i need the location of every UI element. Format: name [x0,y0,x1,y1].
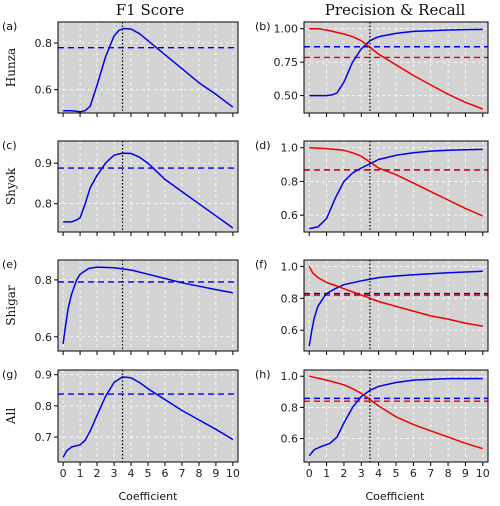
panel-2: 0.8 0.9 (c) Shyok [2,139,239,236]
panel-background [58,260,238,351]
x-tick-label: 7 [427,467,434,480]
panel-background [58,370,238,462]
col-title-precision-recall: Precision & Recall [325,1,466,19]
col-title-f1: F1 Score [116,1,185,19]
blue-series-line [63,27,234,113]
row-label: Shyok [4,167,18,205]
panel-background [304,260,488,351]
y-tick-label: 0.8 [35,198,53,211]
x-tick-label: 7 [178,467,185,480]
red-series-line [309,146,484,217]
y-tick-label: 0.8 [281,401,299,414]
y-tick-label: 0.75 [274,56,299,69]
blue-series-line [309,148,483,230]
panel-letter: (b) [255,20,271,33]
red-series-line [309,375,484,450]
x-tick-label: 8 [195,467,202,480]
panel-0: 0.6 0.8 (a) Hunza [2,20,239,117]
panel-letter: (f) [255,258,267,271]
panel-5: 0.6 0.8 1.0 (f) [255,258,489,355]
y-tick-label: 0.8 [281,292,299,305]
blue-series-line [308,377,483,457]
x-tick-label: 5 [145,467,152,480]
blue-series-line [308,270,483,347]
x-tick-label: 2 [94,467,101,480]
x-tick-label: 5 [393,467,400,480]
panel-letter: (e) [2,258,17,271]
panel-letter: (a) [2,20,17,33]
y-tick-label: 0.50 [274,90,299,103]
y-tick-label: 0.8 [35,400,53,413]
y-tick-label: 0.8 [281,175,299,188]
x-tick-label: 1 [77,467,84,480]
panel-4: 0.6 0.8 (e) Shigar [2,258,239,355]
x-tick-label: 2 [340,467,347,480]
y-tick-label: 0.6 [281,433,299,446]
panel-7: 0 1 2 3 4 5 6 7 8 9 10 0.6 0.8 1.0 (h) [255,368,490,480]
row-label: Hunza [4,48,18,87]
y-tick-label: 0.6 [35,331,53,344]
y-tick-label: 1.0 [281,142,299,155]
y-tick-label: 0.9 [35,369,53,382]
x-tick-label: 10 [226,467,240,480]
x-tick-label: 8 [445,467,452,480]
row-label: Shigar [4,285,18,326]
panels-group: 0.60.8(a)Hunza0.500.751.00(b)0.80.9(c)Sh… [2,20,490,480]
panel-6: 0 1 2 3 4 5 6 7 8 9 10 0.7 0.8 0.9 (g) All [2,368,240,480]
row-label: All [4,408,18,426]
panel-letter: (g) [2,368,18,381]
x-tick-label: 0 [60,467,67,480]
y-tick-label: 0.7 [35,431,53,444]
red-series-line [308,266,483,328]
panel-3: 0.6 0.8 1.0 (d) [255,139,489,236]
x-axis-label-right: Coefficient [366,490,426,503]
y-tick-label: 0.8 [35,37,53,50]
panel-1: 0.50 0.75 1.00(b) [255,20,489,117]
panel-letter: (c) [2,139,17,152]
blue-series-line [62,266,234,345]
x-tick-label: 9 [212,467,219,480]
y-tick-label: 1.0 [281,260,299,273]
x-tick-label: 3 [358,467,365,480]
panel-background [58,22,238,113]
y-tick-label: 0.6 [35,84,53,97]
x-tick-label: 9 [462,467,469,480]
x-tick-label: 10 [476,467,490,480]
panel-letter: (d) [255,139,271,152]
y-tick-label: 1.0 [281,370,299,383]
blue-series-line [63,152,234,229]
panel-background [304,141,488,232]
panel-letter: (h) [255,368,271,381]
x-tick-label: 4 [128,467,135,480]
x-tick-label: 4 [375,467,382,480]
x-tick-label: 6 [410,467,417,480]
y-tick-label: 0.8 [35,274,53,287]
x-tick-label: 1 [323,467,330,480]
panel-background [58,141,238,232]
y-tick-label: 0.6 [281,209,299,222]
x-axis-label-left: Coefficient [119,490,179,503]
y-tick-label: 1.00 [274,23,299,36]
x-tick-label: 3 [111,467,118,480]
x-tick-label: 0 [306,467,313,480]
blue-series-line [62,376,234,458]
y-tick-label: 0.9 [35,157,53,170]
x-tick-label: 6 [161,467,168,480]
y-tick-label: 0.6 [281,324,299,337]
